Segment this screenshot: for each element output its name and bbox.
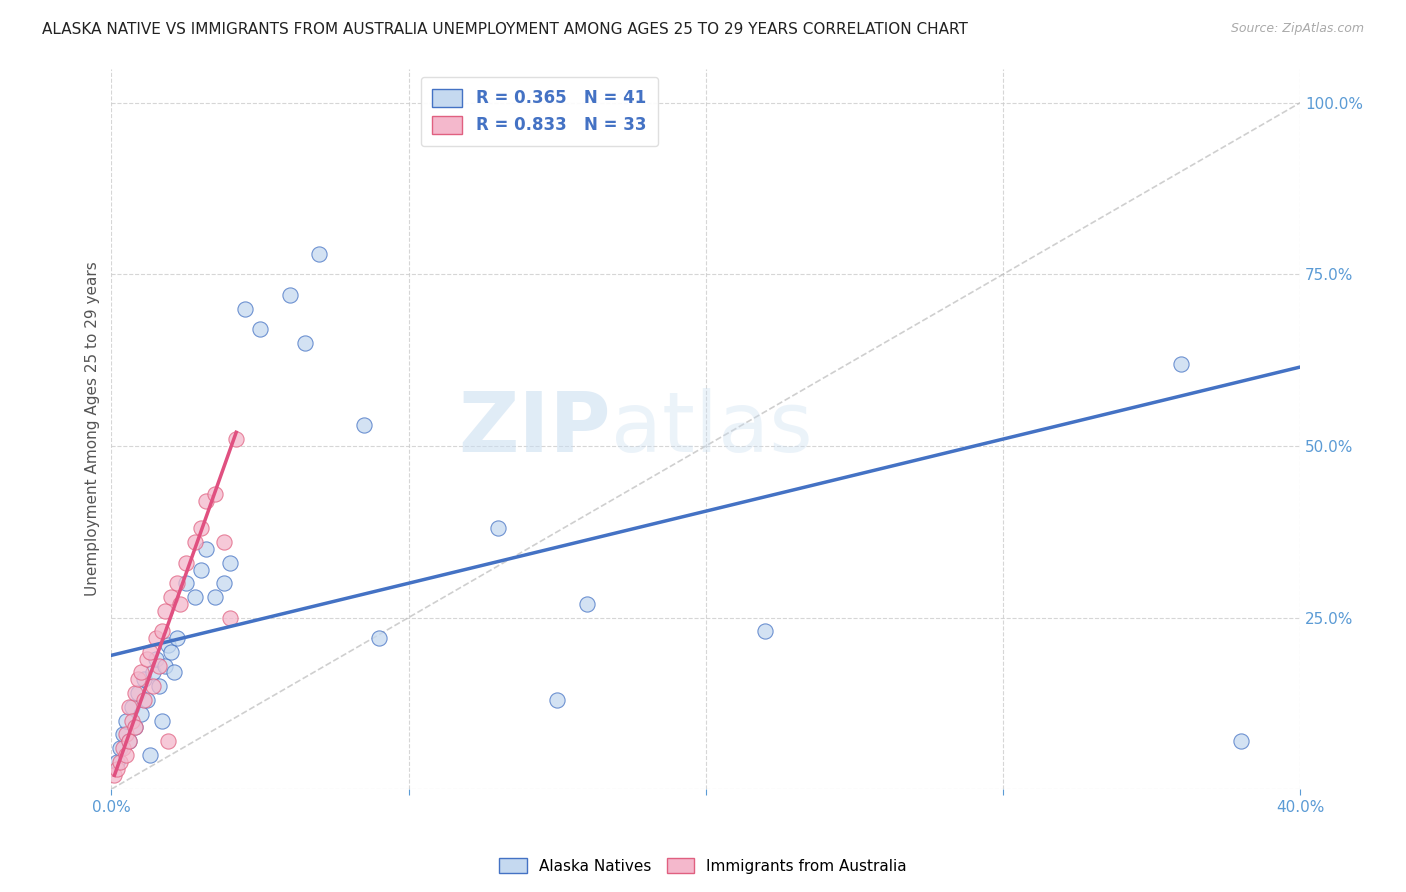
Point xyxy=(174,556,197,570)
Point xyxy=(136,652,159,666)
Point xyxy=(115,714,138,728)
Point xyxy=(132,693,155,707)
Point xyxy=(127,686,149,700)
Legend: R = 0.365   N = 41, R = 0.833   N = 33: R = 0.365 N = 41, R = 0.833 N = 33 xyxy=(420,77,658,146)
Point xyxy=(190,521,212,535)
Point xyxy=(115,747,138,762)
Text: Source: ZipAtlas.com: Source: ZipAtlas.com xyxy=(1230,22,1364,36)
Point xyxy=(121,699,143,714)
Point xyxy=(132,673,155,687)
Point xyxy=(1229,734,1251,748)
Point xyxy=(153,604,176,618)
Point xyxy=(166,631,188,645)
Point xyxy=(145,652,167,666)
Point xyxy=(219,610,242,624)
Point xyxy=(145,631,167,645)
Legend: Alaska Natives, Immigrants from Australia: Alaska Natives, Immigrants from Australi… xyxy=(494,852,912,880)
Point xyxy=(204,487,226,501)
Point xyxy=(118,699,141,714)
Point xyxy=(219,556,242,570)
Point xyxy=(166,576,188,591)
Point xyxy=(139,747,162,762)
Point xyxy=(112,741,135,756)
Point xyxy=(169,597,191,611)
Point xyxy=(174,576,197,591)
Point xyxy=(278,288,301,302)
Point xyxy=(118,734,141,748)
Point xyxy=(1170,357,1192,371)
Point xyxy=(112,727,135,741)
Point xyxy=(142,665,165,680)
Point xyxy=(353,418,375,433)
Point xyxy=(153,658,176,673)
Point xyxy=(195,494,218,508)
Point xyxy=(148,679,170,693)
Point xyxy=(124,720,146,734)
Point xyxy=(190,562,212,576)
Point xyxy=(110,755,132,769)
Point xyxy=(163,665,186,680)
Text: ZIP: ZIP xyxy=(458,388,610,469)
Point xyxy=(127,673,149,687)
Point xyxy=(486,521,509,535)
Point xyxy=(156,638,179,652)
Point xyxy=(148,658,170,673)
Point xyxy=(105,755,128,769)
Point xyxy=(575,597,598,611)
Point xyxy=(214,535,236,549)
Text: ALASKA NATIVE VS IMMIGRANTS FROM AUSTRALIA UNEMPLOYMENT AMONG AGES 25 TO 29 YEAR: ALASKA NATIVE VS IMMIGRANTS FROM AUSTRAL… xyxy=(42,22,969,37)
Point xyxy=(136,693,159,707)
Point xyxy=(115,727,138,741)
Text: atlas: atlas xyxy=(610,388,813,469)
Point xyxy=(294,336,316,351)
Point xyxy=(156,734,179,748)
Point xyxy=(129,665,152,680)
Point xyxy=(129,706,152,721)
Point xyxy=(249,322,271,336)
Point xyxy=(160,645,183,659)
Point xyxy=(214,576,236,591)
Point xyxy=(195,541,218,556)
Point xyxy=(754,624,776,639)
Point xyxy=(183,590,205,604)
Y-axis label: Unemployment Among Ages 25 to 29 years: Unemployment Among Ages 25 to 29 years xyxy=(86,261,100,596)
Point xyxy=(142,679,165,693)
Point xyxy=(150,714,173,728)
Point xyxy=(367,631,389,645)
Point xyxy=(103,768,125,782)
Point xyxy=(233,301,256,316)
Point xyxy=(150,624,173,639)
Point xyxy=(139,645,162,659)
Point xyxy=(160,590,183,604)
Point xyxy=(204,590,226,604)
Point xyxy=(124,686,146,700)
Point xyxy=(121,714,143,728)
Point xyxy=(308,247,330,261)
Point xyxy=(225,432,247,446)
Point xyxy=(546,693,568,707)
Point xyxy=(110,741,132,756)
Point xyxy=(118,734,141,748)
Point xyxy=(124,720,146,734)
Point xyxy=(183,535,205,549)
Point xyxy=(105,762,128,776)
